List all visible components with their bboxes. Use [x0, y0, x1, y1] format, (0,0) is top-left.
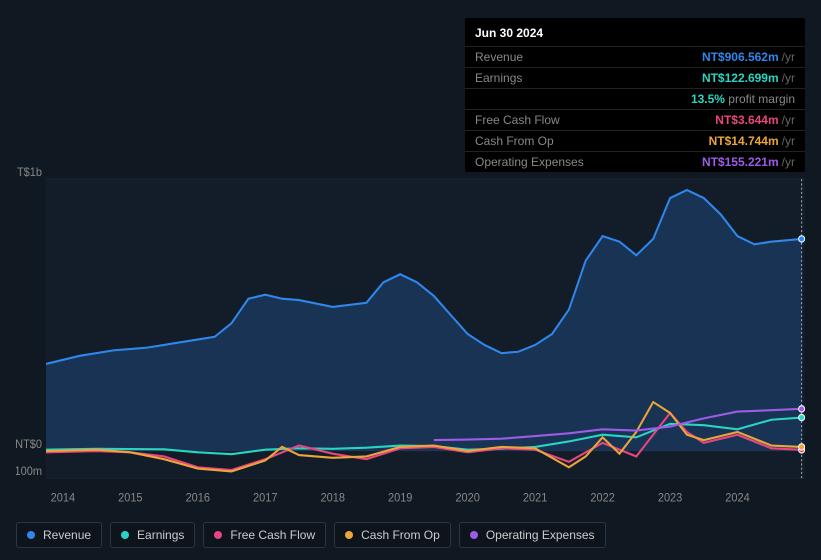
legend-item[interactable]: Earnings: [110, 522, 195, 548]
svg-text:2022: 2022: [590, 492, 614, 504]
svg-text:2023: 2023: [658, 492, 682, 504]
legend-label: Revenue: [43, 528, 91, 542]
svg-text:2021: 2021: [523, 492, 547, 504]
chart-legend: Revenue Earnings Free Cash Flow Cash From O…: [16, 522, 606, 548]
svg-text:2018: 2018: [321, 492, 345, 504]
tooltip-value: NT$122.699m/yr: [702, 71, 795, 85]
legend-item[interactable]: Operating Expenses: [459, 522, 606, 548]
svg-text:-NT$100m: -NT$100m: [16, 466, 42, 478]
legend-label: Operating Expenses: [486, 528, 595, 542]
legend-dot: [121, 531, 129, 539]
tooltip-label: Earnings: [475, 71, 522, 85]
svg-text:2019: 2019: [388, 492, 412, 504]
legend-label: Cash From Op: [361, 528, 440, 542]
legend-label: Earnings: [137, 528, 184, 542]
svg-text:2016: 2016: [186, 492, 210, 504]
legend-item[interactable]: Free Cash Flow: [203, 522, 326, 548]
svg-text:NT$0: NT$0: [16, 439, 42, 451]
tooltip-row: Free Cash Flow NT$3.644m/yr: [465, 109, 805, 130]
legend-dot: [345, 531, 353, 539]
legend-dot: [214, 531, 222, 539]
tooltip-row-extra: 13.5% profit margin: [465, 88, 805, 109]
svg-text:2017: 2017: [253, 492, 277, 504]
tooltip-value: NT$3.644m/yr: [715, 113, 795, 127]
financial-chart[interactable]: NT$1b NT$0 -NT$100m 2014 2015 2016 2017 2018 201…: [16, 160, 805, 510]
svg-text:NT$1b: NT$1b: [16, 167, 42, 179]
svg-text:2014: 2014: [51, 492, 75, 504]
tooltip-value: NT$906.562m/yr: [702, 50, 795, 64]
tooltip-row: Revenue NT$906.562m/yr: [465, 46, 805, 67]
legend-item[interactable]: Cash From Op: [334, 522, 451, 548]
tooltip-label: Revenue: [475, 50, 523, 64]
tooltip-date: Jun 30 2024: [465, 18, 805, 46]
tooltip-label: Cash From Op: [475, 134, 554, 148]
svg-text:2015: 2015: [118, 492, 142, 504]
svg-text:2024: 2024: [725, 492, 749, 504]
chart-tooltip: Jun 30 2024 Revenue NT$906.562m/yr Earning…: [465, 18, 805, 172]
legend-dot: [27, 531, 35, 539]
tooltip-label: Free Cash Flow: [475, 113, 560, 127]
svg-text:2020: 2020: [455, 492, 479, 504]
legend-item[interactable]: Revenue: [16, 522, 102, 548]
tooltip-row: Cash From Op NT$14.744m/yr: [465, 130, 805, 151]
tooltip-row: Earnings NT$122.699m/yr: [465, 67, 805, 88]
tooltip-value: NT$14.744m/yr: [709, 134, 795, 148]
legend-dot: [470, 531, 478, 539]
legend-label: Free Cash Flow: [230, 528, 315, 542]
